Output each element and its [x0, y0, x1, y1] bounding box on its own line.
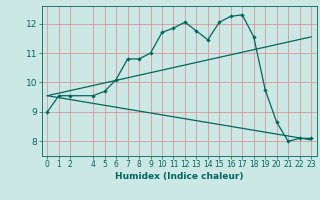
X-axis label: Humidex (Indice chaleur): Humidex (Indice chaleur) — [115, 172, 244, 181]
